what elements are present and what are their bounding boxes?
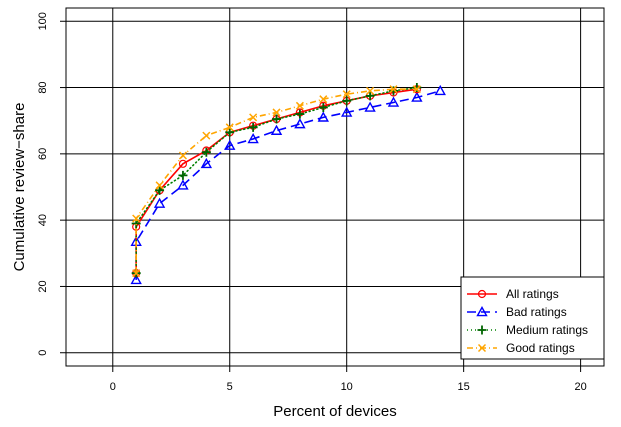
legend-item-bad-ratings: Bad ratings (467, 305, 567, 319)
y-tick-label: 20 (37, 280, 49, 292)
all-ratings-point (178, 159, 188, 168)
legend-label: Good ratings (506, 341, 575, 355)
y-tick-label: 80 (37, 81, 49, 93)
x-tick-label: 15 (458, 381, 470, 393)
good-ratings-point (295, 101, 304, 110)
medium-ratings-point (178, 170, 188, 180)
medium-ratings-point (412, 83, 422, 93)
axes: 0 5 10 15 20 0 20 40 60 80 100 (37, 12, 587, 393)
bad-ratings-point (130, 273, 142, 285)
good-ratings-point (319, 95, 328, 104)
x-tick-label: 5 (227, 381, 233, 393)
bad-ratings-point (294, 118, 306, 129)
legend-item-medium-ratings: Medium ratings (467, 323, 588, 337)
y-tick-label: 40 (37, 214, 49, 226)
bad-ratings-point (224, 139, 236, 150)
good-ratings-point (132, 214, 141, 223)
legend-item-good-ratings: Good ratings (467, 341, 575, 355)
medium-ratings-point (388, 86, 398, 96)
medium-ratings-point (365, 91, 375, 101)
y-tick-label: 60 (37, 148, 49, 160)
grid (66, 8, 604, 366)
x-tick-label: 20 (574, 381, 586, 393)
medium-ratings-point (248, 122, 258, 132)
good-ratings-point (178, 151, 187, 160)
good-ratings-point (132, 269, 141, 278)
medium-ratings-point (342, 96, 352, 106)
good-ratings-point (342, 90, 351, 99)
legend-marker (477, 289, 487, 299)
all-ratings-series (132, 85, 421, 278)
bad-ratings-point (411, 91, 423, 102)
bad-ratings-point (200, 157, 213, 169)
medium-ratings-point (155, 185, 165, 195)
bad-ratings-point (317, 111, 329, 122)
bad-ratings-point (387, 96, 400, 107)
good-ratings-line (135, 88, 417, 274)
good-ratings-point (202, 131, 211, 140)
legend-label: Bad ratings (506, 305, 567, 319)
good-ratings-point (225, 123, 234, 132)
bad-ratings-point (247, 132, 259, 144)
good-ratings-point (389, 85, 398, 94)
x-tick-label: 0 (110, 381, 116, 393)
medium-ratings-point (225, 127, 235, 137)
bad-ratings-series (130, 84, 446, 285)
y-tick-label: 0 (37, 350, 49, 356)
bad-ratings-point (434, 84, 446, 96)
legend-marker (477, 343, 487, 353)
legend-item-all-ratings: All ratings (467, 287, 559, 301)
x-axis-label: Percent of devices (273, 403, 396, 420)
y-axis-label: Cumulative review−share (11, 103, 28, 272)
legend-marker (477, 325, 487, 335)
bad-ratings-point (270, 124, 283, 135)
bad-ratings-point (177, 179, 189, 190)
good-ratings-point (366, 86, 375, 95)
series-layer (130, 83, 446, 285)
bad-ratings-point (153, 197, 166, 208)
legend-label: All ratings (506, 287, 559, 301)
y-tick-label: 100 (37, 12, 49, 30)
plot-frame (65, 7, 605, 367)
medium-ratings-point (272, 114, 282, 124)
legend: All ratings Bad ratings Medium ratings Good… (460, 276, 605, 360)
bad-ratings-line (135, 90, 441, 280)
bad-ratings-point (341, 106, 353, 117)
good-ratings-point (155, 181, 164, 190)
good-ratings-point (272, 108, 281, 117)
x-tick-label: 10 (341, 381, 353, 393)
medium-ratings-point (318, 102, 328, 112)
bad-ratings-point (364, 101, 376, 112)
good-ratings-point (249, 113, 258, 122)
legend-marker (476, 306, 488, 317)
medium-ratings-point (201, 147, 211, 157)
good-ratings-series (132, 85, 421, 278)
medium-ratings-point (295, 109, 305, 119)
good-ratings-point (412, 85, 421, 94)
legend-label: Medium ratings (506, 323, 588, 337)
